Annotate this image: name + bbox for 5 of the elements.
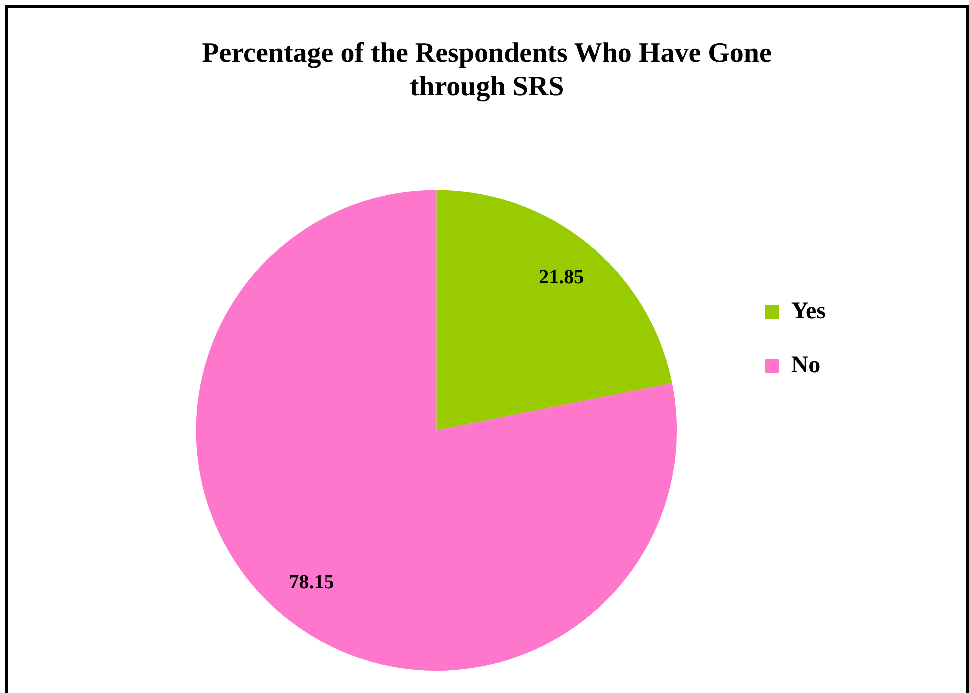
legend-label: No <box>791 352 821 379</box>
chart-title: Percentage of the Respondents Who Have Gone through SRS <box>202 38 772 103</box>
legend-label: Yes <box>791 298 826 325</box>
data-label: 21.85 <box>539 266 584 288</box>
data-label: 78.15 <box>289 571 334 594</box>
